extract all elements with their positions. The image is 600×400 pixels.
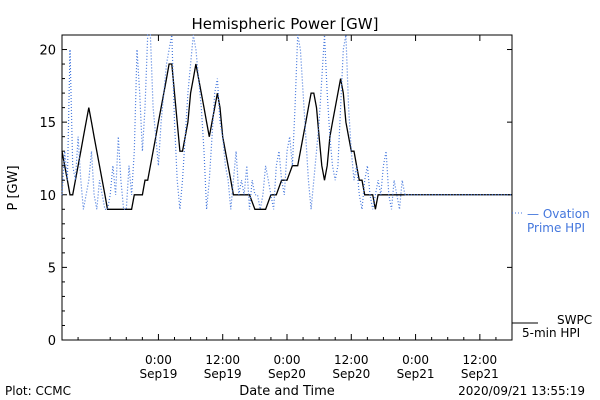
x-tick-time: 0:00 — [145, 353, 172, 367]
x-tick-date: Sep20 — [268, 367, 306, 381]
x-tick-time: 0:00 — [402, 353, 429, 367]
x-tick-time: 12:00 — [463, 353, 498, 367]
y-tick-label: 0 — [48, 334, 56, 349]
x-tick-time: 0:00 — [274, 353, 301, 367]
y-tick-label: 20 — [39, 44, 56, 59]
legend-swpc-label-1: SWPC — [557, 313, 592, 327]
x-tick-date: Sep19 — [204, 367, 242, 381]
plot-frame — [61, 34, 513, 341]
legend: — Ovation Prime HPI SWPC 5-min HPI — [512, 207, 592, 340]
timestamp: 2020/09/21 13:55:19 — [458, 384, 585, 398]
series-ovation-prime-hpi — [61, 34, 406, 210]
x-axis-label: Date and Time — [239, 384, 335, 399]
x-tick-date: Sep20 — [332, 367, 370, 381]
x-tick-date: Sep19 — [139, 367, 177, 381]
plot-credit: Plot: CCMC — [5, 384, 71, 398]
x-tick-time: 12:00 — [205, 353, 240, 367]
y-tick-label: 5 — [48, 261, 56, 276]
x-tick-date: Sep21 — [397, 367, 435, 381]
y-axis: 0 5 10 15 20 — [39, 44, 512, 349]
x-axis: 0:00Sep1912:00Sep190:00Sep2012:00Sep200:… — [77, 35, 499, 381]
y-axis-label: P [GW] — [6, 165, 21, 210]
chart-title: Hemispheric Power [GW] — [192, 15, 379, 33]
legend-ovation-label-2: Prime HPI — [527, 221, 585, 235]
legend-ovation-label-1: — Ovation — [527, 207, 590, 221]
x-tick-date: Sep21 — [461, 367, 499, 381]
y-tick-label: 15 — [39, 116, 56, 131]
legend-swpc-label-2: 5-min HPI — [522, 326, 580, 340]
series-swpc-5-min-hpi — [61, 63, 405, 210]
y-tick-label: 10 — [39, 189, 56, 204]
x-tick-time: 12:00 — [334, 353, 369, 367]
series-layer — [61, 34, 512, 210]
